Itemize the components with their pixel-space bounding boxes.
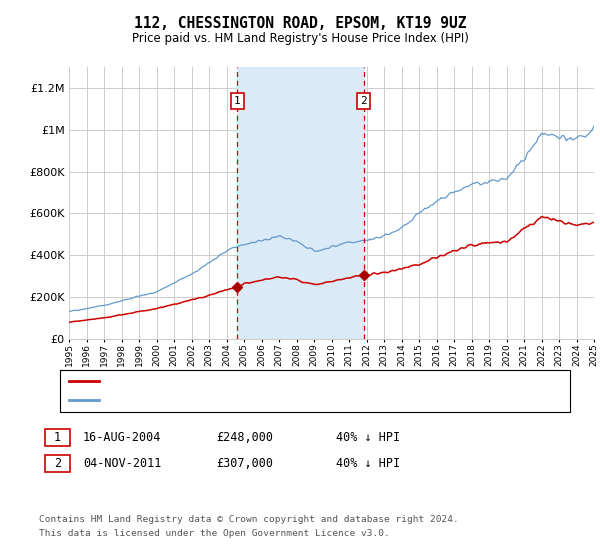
Text: 1: 1 [54, 431, 61, 444]
Text: HPI: Average price, detached house, Epsom and Ewell: HPI: Average price, detached house, Epso… [106, 395, 425, 405]
Bar [238, 67, 364, 339]
Text: 40% ↓ HPI: 40% ↓ HPI [336, 456, 400, 470]
Text: Price paid vs. HM Land Registry's House Price Index (HPI): Price paid vs. HM Land Registry's House … [131, 31, 469, 45]
Text: 16-AUG-2004: 16-AUG-2004 [83, 431, 161, 444]
Text: 04-NOV-2011: 04-NOV-2011 [83, 456, 161, 470]
Text: 40% ↓ HPI: 40% ↓ HPI [336, 431, 400, 444]
Text: 2: 2 [360, 96, 367, 106]
Text: 1: 1 [234, 96, 241, 106]
Text: £248,000: £248,000 [216, 431, 273, 444]
Text: This data is licensed under the Open Government Licence v3.0.: This data is licensed under the Open Gov… [39, 529, 390, 538]
Text: 2: 2 [54, 456, 61, 470]
Text: 112, CHESSINGTON ROAD, EPSOM, KT19 9UZ (detached house): 112, CHESSINGTON ROAD, EPSOM, KT19 9UZ (… [106, 376, 450, 386]
Text: £307,000: £307,000 [216, 456, 273, 470]
Text: 112, CHESSINGTON ROAD, EPSOM, KT19 9UZ: 112, CHESSINGTON ROAD, EPSOM, KT19 9UZ [134, 16, 466, 31]
Text: Contains HM Land Registry data © Crown copyright and database right 2024.: Contains HM Land Registry data © Crown c… [39, 515, 459, 524]
